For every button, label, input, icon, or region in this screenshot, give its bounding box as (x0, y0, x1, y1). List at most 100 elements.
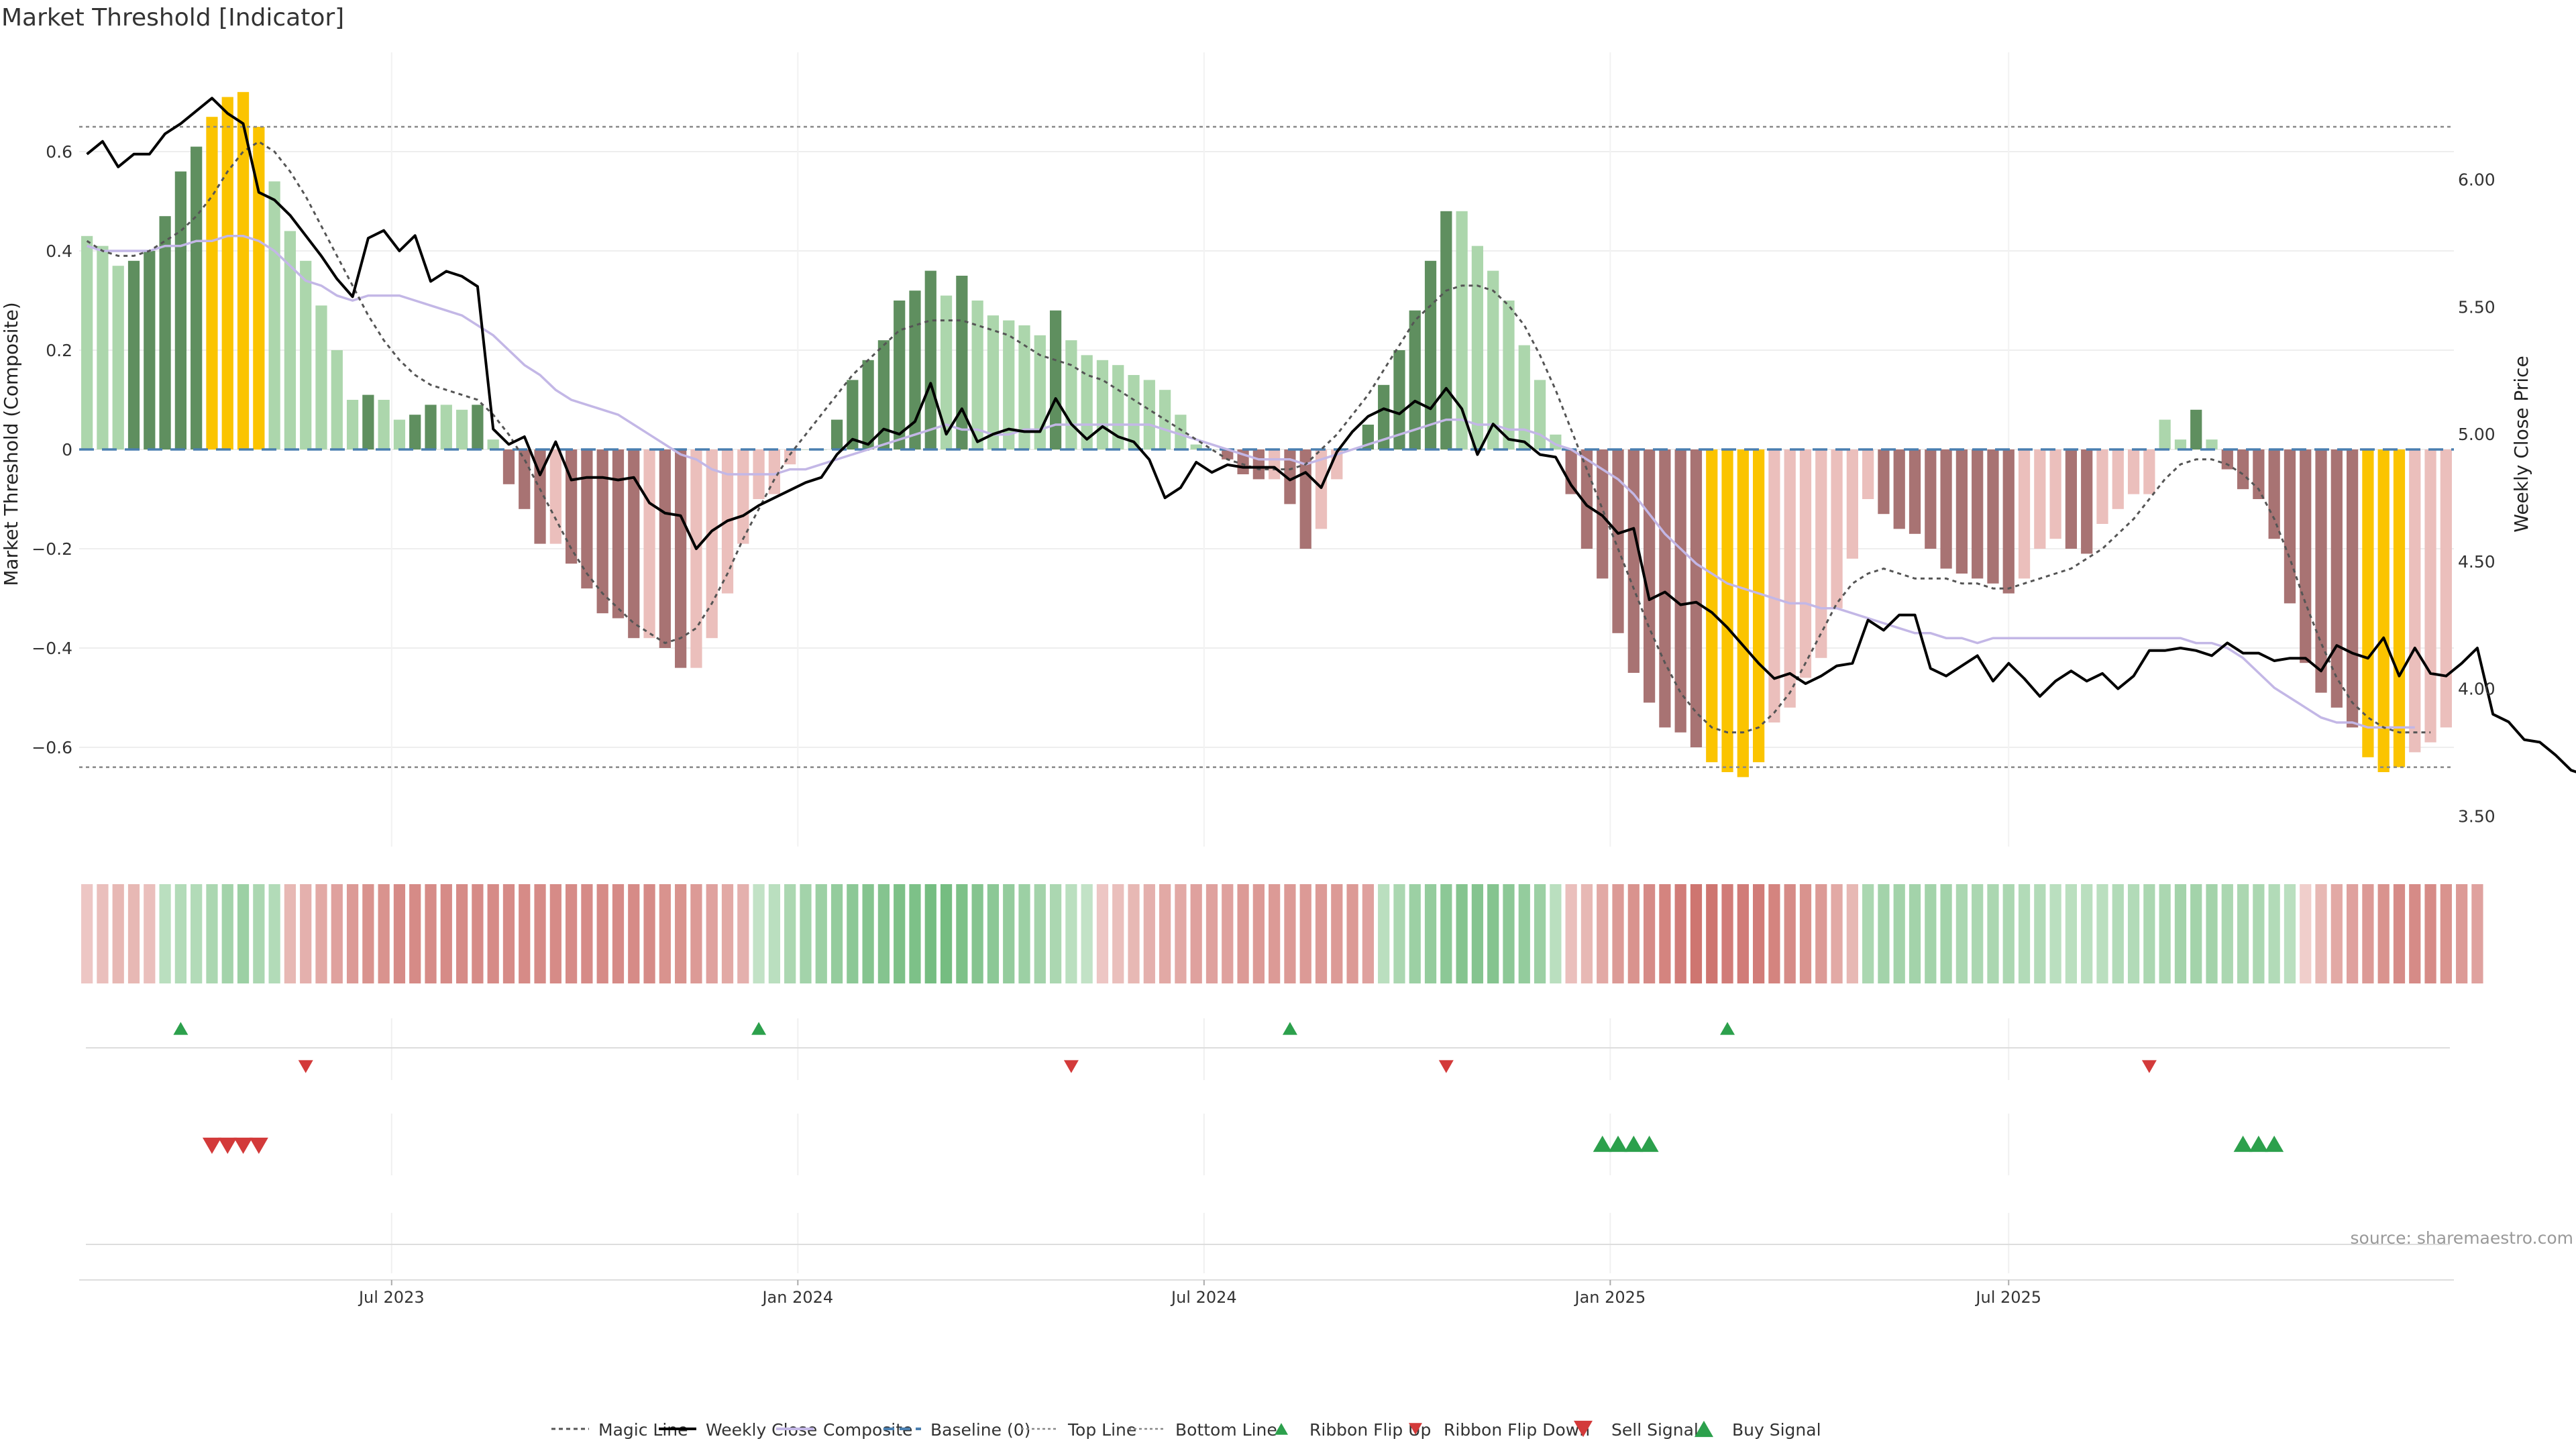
ribbon-cell (2471, 884, 2483, 983)
ribbon-cell (97, 884, 109, 983)
ribbon-cell (1346, 884, 1358, 983)
composite-bar (2237, 449, 2249, 490)
composite-bar (1065, 340, 1077, 449)
buy-signal-marker (1593, 1135, 1612, 1152)
legend-label: Composite (823, 1420, 912, 1440)
ribbon-cell (2018, 884, 2031, 983)
composite-bar (1190, 444, 1202, 449)
ribbon-cell (1799, 884, 1812, 983)
ribbon-cell (737, 884, 749, 983)
ribbon-cell (1878, 884, 1890, 983)
ribbon-cell (1237, 884, 1249, 983)
ribbon-cell (1190, 884, 1202, 983)
composite-bar (862, 360, 874, 449)
composite-bar (1175, 415, 1187, 449)
ribbon-cell (1284, 884, 1296, 983)
composite-bar (706, 449, 718, 639)
ribbon-cell (174, 884, 186, 983)
main-panel: −0.6 −0.4 −0.2 0 0.2 0.4 0.6 3.50 4.00 4.50 5.00 5… (32, 52, 2576, 1273)
ribbon-cell (2096, 884, 2108, 983)
composite-bar (2377, 449, 2390, 772)
composite-bar (2424, 449, 2436, 743)
composite-bar (2159, 419, 2171, 449)
ribbon-cell (1580, 884, 1593, 983)
composite-bar (659, 449, 671, 648)
composite-bar (1081, 355, 1093, 449)
ribbon-cell (1331, 884, 1343, 983)
ribbon-cell (519, 884, 531, 983)
ribbon-cell (1597, 884, 1609, 983)
ribbon-cell (112, 884, 124, 983)
composite-bar (1049, 310, 1062, 449)
composite-bar (1143, 380, 1155, 449)
ribbon-cell (1018, 884, 1030, 983)
ribbon-cell (2221, 884, 2233, 983)
legend-label: Sell Signal (1611, 1420, 1699, 1440)
ribbon-flip-down-marker (2141, 1060, 2157, 1073)
ribbon-cell (1299, 884, 1311, 983)
ribbon-cell (815, 884, 827, 983)
composite-bar (1534, 380, 1546, 449)
composite-bar (440, 405, 452, 449)
ribbon-cell (909, 884, 921, 983)
composite-bar (1128, 375, 1140, 449)
ribbon-cell (2143, 884, 2155, 983)
composite-bar (1768, 449, 1780, 722)
composite-bar (1909, 449, 1921, 534)
ribbon-cell (1049, 884, 1062, 983)
ribbon-cell (1972, 884, 1984, 983)
composite-bar (472, 405, 484, 449)
ribbon-cell (2330, 884, 2343, 983)
ribbon-cell (1096, 884, 1109, 983)
ribbon-cell (1987, 884, 1999, 983)
ribbon-cell (1862, 884, 1874, 983)
composite-bar (1799, 449, 1812, 678)
ribbon-flip-up-marker (751, 1022, 767, 1035)
ribbon-cell (2190, 884, 2202, 983)
ribbon-cell (1269, 884, 1281, 983)
ribbon-cell (2284, 884, 2296, 983)
composite-bar (1393, 350, 1405, 449)
legend-swatch (1409, 1423, 1422, 1435)
y2-tick-label: 3.50 (2458, 806, 2496, 826)
ribbon-cell (300, 884, 312, 983)
composite-bar (2206, 439, 2218, 449)
composite-bar (1315, 449, 1328, 529)
composite-bar (737, 449, 749, 544)
composite-bar (2268, 449, 2280, 539)
buy-signal-marker (2249, 1135, 2268, 1152)
y-tick-label: −0.4 (32, 639, 72, 658)
composite-bar (2315, 449, 2327, 693)
composite-bar (2253, 449, 2265, 499)
ribbon-cell (1737, 884, 1749, 983)
composite-bar (894, 301, 906, 449)
x-axis: Jul 2023 Jan 2024 Jul 2024 Jan 2025 Jul 2025 (358, 1280, 2041, 1307)
composite-bar (81, 235, 93, 449)
ribbon-cell (940, 884, 953, 983)
composite-bar (1284, 449, 1296, 504)
ribbon-cell (1534, 884, 1546, 983)
magic-line (86, 140, 2431, 734)
ribbon-cell (1128, 884, 1140, 983)
ribbon-cell (581, 884, 593, 983)
ribbon-cell (877, 884, 890, 983)
composite-bar (690, 449, 702, 668)
composite-bar (300, 260, 312, 449)
ribbon-cell (425, 884, 437, 983)
ribbon-cell (1175, 884, 1187, 983)
composite-bar (2065, 449, 2078, 549)
ribbon-cell (768, 884, 780, 983)
ribbon-cell (1846, 884, 1858, 983)
ribbon-cell (127, 884, 140, 983)
ribbon-cell (549, 884, 561, 983)
composite-bar (987, 315, 1000, 449)
composite-bar (409, 415, 421, 449)
composite-bar (1674, 449, 1686, 733)
ribbon-cell (721, 884, 734, 983)
ribbon-flip-up-marker (173, 1022, 189, 1035)
ribbon-cell (378, 884, 390, 983)
ribbon-flip-up-marker (1720, 1022, 1735, 1035)
ribbon-cell (956, 884, 968, 983)
composite-bar (566, 449, 578, 564)
composite-bar (378, 400, 390, 449)
